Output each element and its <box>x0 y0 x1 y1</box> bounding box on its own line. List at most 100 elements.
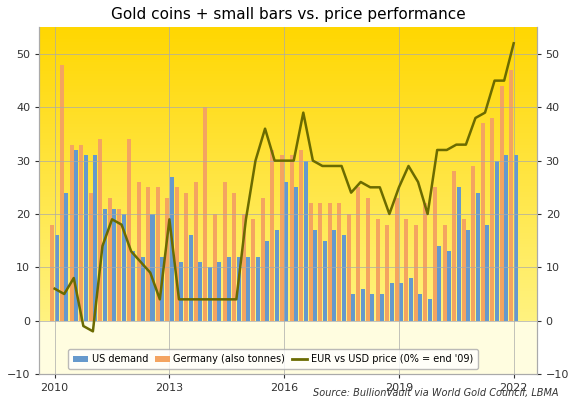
Bar <box>39 247 537 250</box>
Bar <box>184 193 188 321</box>
Bar <box>213 214 217 321</box>
EUR vs USD price (0% = end '09) <box>348 190 355 195</box>
Bar <box>39 203 537 206</box>
Bar <box>423 203 427 321</box>
Bar <box>39 54 537 57</box>
Bar <box>505 155 509 321</box>
Bar <box>112 209 116 321</box>
Bar <box>137 182 141 321</box>
Bar <box>313 230 317 321</box>
Bar <box>118 209 122 321</box>
EUR vs USD price (0% = end '09) <box>166 217 173 222</box>
Bar <box>39 174 537 177</box>
EUR vs USD price (0% = end '09) <box>396 185 403 190</box>
EUR vs USD price (0% = end '09) <box>434 148 441 152</box>
Bar <box>39 142 537 145</box>
EUR vs USD price (0% = end '09) <box>510 41 517 46</box>
Bar <box>165 198 169 321</box>
Bar <box>39 238 537 242</box>
Bar <box>39 200 537 203</box>
Bar <box>39 291 537 294</box>
Bar <box>299 150 303 321</box>
Bar <box>150 214 154 321</box>
Line: EUR vs USD price (0% = end '09): EUR vs USD price (0% = end '09) <box>55 43 514 331</box>
Bar <box>39 224 537 227</box>
Bar <box>485 225 489 321</box>
Bar <box>481 123 485 321</box>
Bar <box>39 42 537 45</box>
Bar <box>428 299 432 321</box>
EUR vs USD price (0% = end '09) <box>319 164 326 168</box>
Bar <box>39 268 537 271</box>
EUR vs USD price (0% = end '09) <box>242 217 249 222</box>
Bar <box>89 193 93 321</box>
Bar <box>39 48 537 51</box>
Bar <box>389 283 393 321</box>
Bar <box>500 86 504 321</box>
EUR vs USD price (0% = end '09) <box>176 297 183 302</box>
Bar <box>357 187 361 321</box>
EUR vs USD price (0% = end '09) <box>281 158 287 163</box>
EUR vs USD price (0% = end '09) <box>51 286 58 291</box>
Bar <box>39 136 537 139</box>
Bar <box>290 155 294 321</box>
Bar <box>39 106 537 110</box>
EUR vs USD price (0% = end '09) <box>89 329 96 334</box>
Bar <box>39 286 537 288</box>
EUR vs USD price (0% = end '09) <box>147 270 154 275</box>
EUR vs USD price (0% = end '09) <box>357 180 364 184</box>
Bar <box>39 271 537 274</box>
Bar <box>39 212 537 215</box>
Bar <box>270 150 274 321</box>
Bar <box>39 288 537 291</box>
Bar <box>39 118 537 121</box>
Bar <box>39 165 537 168</box>
Bar <box>39 71 537 74</box>
Bar <box>418 294 422 321</box>
Bar <box>370 294 374 321</box>
Bar <box>39 280 537 282</box>
EUR vs USD price (0% = end '09) <box>214 297 221 302</box>
Bar <box>39 127 537 130</box>
Bar <box>39 186 537 189</box>
Bar <box>433 187 437 321</box>
EUR vs USD price (0% = end '09) <box>453 142 460 147</box>
Bar <box>39 68 537 71</box>
Bar <box>39 265 537 268</box>
Bar <box>108 198 112 321</box>
Bar <box>39 89 537 92</box>
Bar <box>39 177 537 180</box>
Bar <box>39 244 537 247</box>
Bar <box>39 36 537 39</box>
Bar <box>309 203 313 321</box>
EUR vs USD price (0% = end '09) <box>99 244 106 248</box>
Bar <box>39 110 537 112</box>
Bar <box>342 235 346 321</box>
Bar <box>74 150 78 321</box>
Bar <box>261 198 265 321</box>
Bar <box>39 168 537 171</box>
EUR vs USD price (0% = end '09) <box>137 260 144 264</box>
Bar <box>304 161 308 321</box>
Bar <box>189 235 193 321</box>
EUR vs USD price (0% = end '09) <box>300 110 307 115</box>
Bar <box>39 194 537 198</box>
Bar <box>39 156 537 159</box>
Title: Gold coins + small bars vs. price performance: Gold coins + small bars vs. price perfor… <box>111 7 465 22</box>
Bar <box>490 118 494 321</box>
Bar <box>318 203 322 321</box>
Bar <box>39 98 537 101</box>
Bar <box>294 187 298 321</box>
Bar <box>65 193 69 321</box>
Bar <box>39 206 537 209</box>
Bar <box>39 115 537 118</box>
Bar <box>39 198 537 200</box>
Bar <box>227 257 231 321</box>
Bar <box>404 219 408 321</box>
Bar <box>246 257 250 321</box>
Bar <box>55 235 59 321</box>
Bar <box>462 219 465 321</box>
Bar <box>285 182 289 321</box>
Bar <box>217 262 221 321</box>
Bar <box>266 241 269 321</box>
